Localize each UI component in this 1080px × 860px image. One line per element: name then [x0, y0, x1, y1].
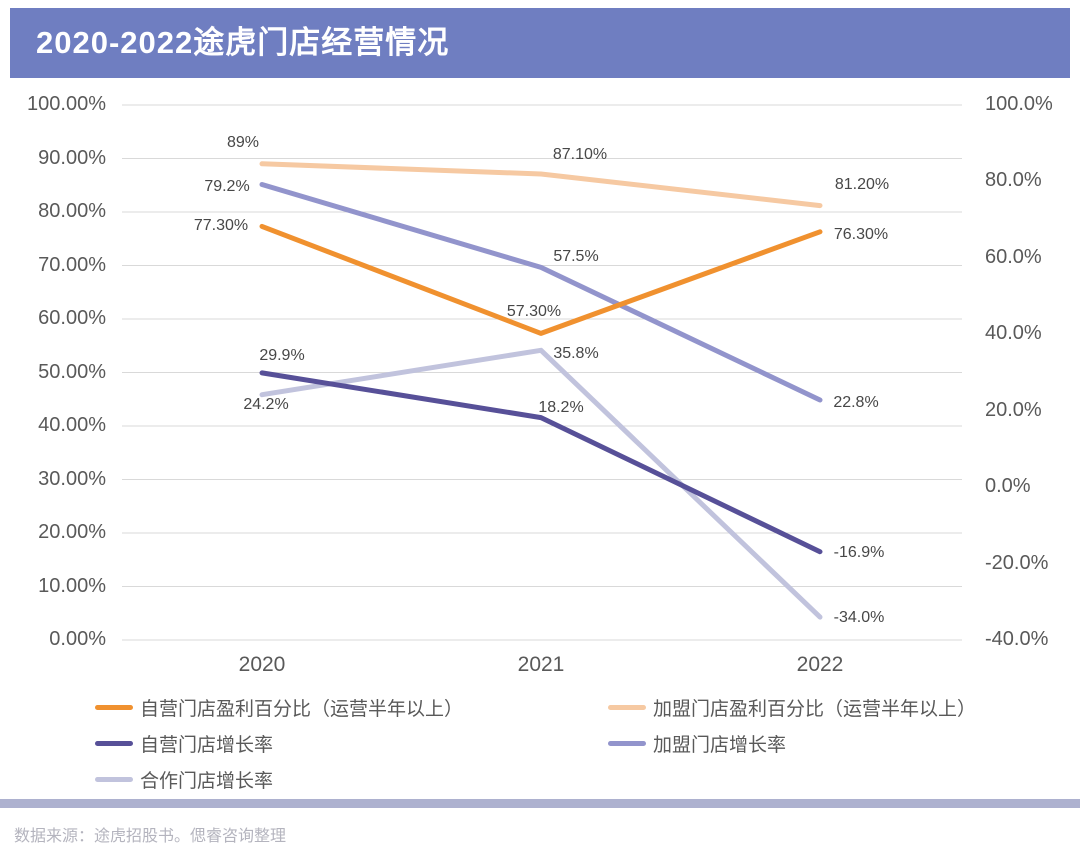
left-axis-tick-label: 80.00% — [38, 200, 106, 222]
legend-swatch — [608, 704, 646, 710]
source-note: 数据来源：途虎招股书。偲睿咨询整理 — [14, 828, 287, 845]
data-label: 89% — [226, 133, 260, 151]
right-axis-tick-label: 40.0% — [985, 322, 1042, 345]
right-axis-tick-label: 60.0% — [985, 245, 1042, 268]
series-line-4 — [259, 347, 823, 620]
legend-label: 加盟门店盈利百分比（运营半年以上） — [653, 698, 977, 720]
right-axis-tick-label: 100.0% — [985, 93, 1053, 115]
data-label: 22.8% — [833, 394, 879, 411]
left-axis-tick-label: 40.00% — [38, 414, 106, 436]
footer-divider — [0, 799, 1080, 808]
left-axis-tick-label: 50.00% — [38, 360, 106, 383]
data-label: 87.10% — [552, 146, 608, 163]
legend-item: 自营门店盈利百分比（运营半年以上） — [95, 696, 464, 720]
right-axis-tick-label: 80.0% — [985, 169, 1042, 192]
legend-label: 合作门店增长率 — [140, 770, 274, 792]
left-axis-tick-label: 90.00% — [38, 146, 106, 169]
series-line-1 — [259, 161, 823, 209]
legend-label: 加盟门店增长率 — [653, 734, 787, 756]
left-axis-tick-label: 70.00% — [38, 253, 106, 276]
data-label: 35.8% — [553, 345, 599, 363]
x-axis-tick-label: 2022 — [796, 653, 844, 676]
right-axis-tick-label: -40.0% — [985, 628, 1049, 650]
legend-label: 自营门店盈利百分比（运营半年以上） — [140, 698, 464, 720]
data-label: -16.9% — [833, 543, 885, 561]
data-label: 81.20% — [834, 175, 890, 193]
series-line-3 — [259, 182, 823, 403]
left-axis-tick-label: 30.00% — [38, 467, 106, 490]
left-axis-tick-label: 100.00% — [27, 93, 106, 115]
data-label: 57.30% — [506, 303, 562, 321]
series-line-2 — [259, 370, 823, 555]
legend-item: 合作门店增长率 — [95, 768, 274, 792]
legend-swatch — [95, 740, 133, 746]
x-axis-tick-label: 2021 — [517, 653, 565, 676]
legend-item: 加盟门店盈利百分比（运营半年以上） — [608, 696, 977, 720]
data-label: 77.30% — [193, 217, 249, 235]
legend-swatch — [95, 776, 133, 782]
header-banner: 2020-2022途虎门店经营情况 — [10, 8, 1070, 78]
left-axis-tick-label: 10.00% — [38, 574, 106, 597]
legend-swatch — [95, 704, 133, 710]
legend-item: 加盟门店增长率 — [608, 732, 787, 756]
page-title: 2020-2022途虎门店经营情况 — [36, 25, 450, 60]
left-axis-tick-label: 0.00% — [49, 628, 106, 650]
right-axis-tick-label: -20.0% — [985, 551, 1049, 574]
right-axis-tick-label: 20.0% — [985, 398, 1042, 421]
legend-label: 自营门店增长率 — [140, 734, 274, 756]
data-label: 24.2% — [243, 395, 289, 413]
right-axis-tick-label: 0.0% — [985, 475, 1031, 498]
data-label: -34.0% — [833, 609, 885, 627]
data-label: 57.5% — [553, 248, 599, 266]
legend-swatch — [608, 740, 646, 746]
x-axis-tick-label: 2020 — [238, 653, 286, 676]
series-line-0 — [259, 223, 823, 336]
data-label: 79.2% — [204, 178, 250, 196]
left-axis-tick-label: 60.00% — [38, 307, 106, 329]
data-label: 18.2% — [538, 398, 584, 416]
legend-item: 自营门店增长率 — [95, 732, 274, 756]
data-label: 29.9% — [259, 346, 305, 364]
left-axis-tick-label: 20.00% — [38, 521, 106, 543]
data-label: 76.30% — [833, 225, 889, 243]
